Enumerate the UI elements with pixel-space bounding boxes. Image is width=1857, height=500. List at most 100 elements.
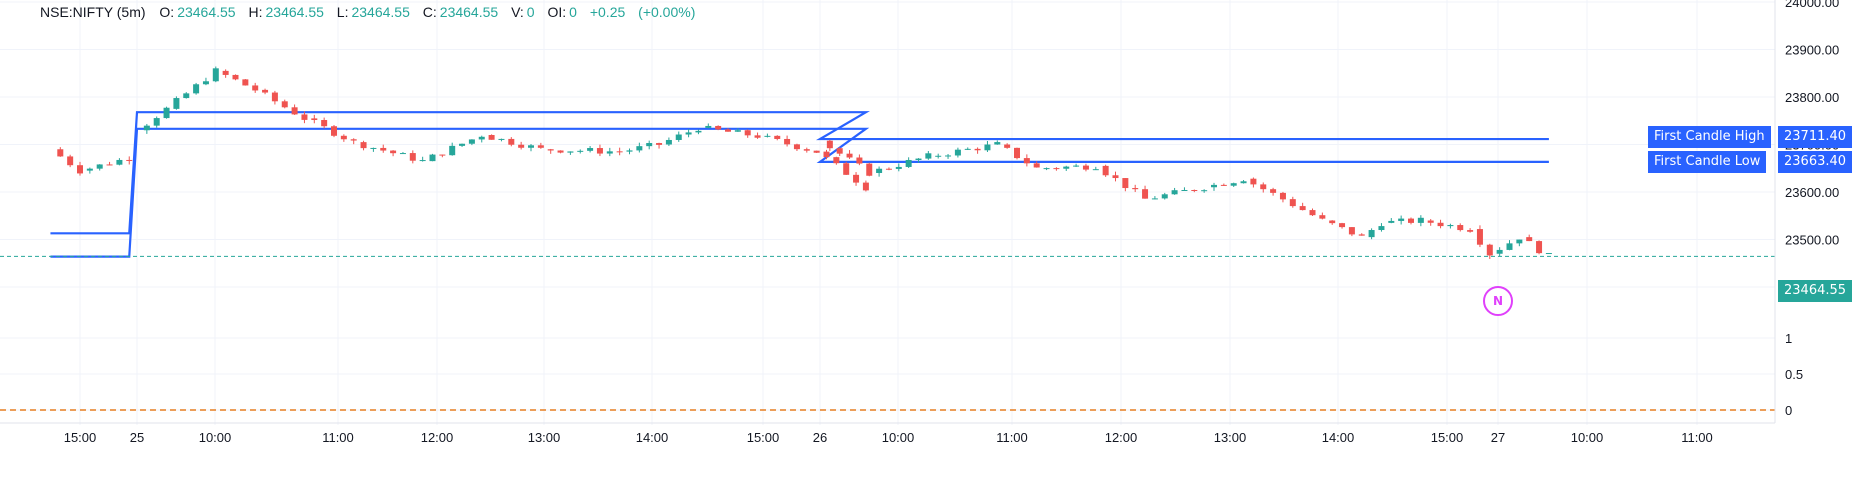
candle-body: [1132, 188, 1139, 190]
candle: [106, 161, 113, 166]
candle-body: [935, 155, 942, 157]
candle: [1270, 187, 1277, 196]
candle: [567, 151, 574, 155]
candle: [222, 69, 229, 78]
candle: [1279, 191, 1286, 203]
last-price-tag: 23464.55: [1778, 280, 1853, 302]
candle-body: [1309, 210, 1316, 216]
first-candle-high-label: First Candle High: [1648, 126, 1771, 148]
candle: [1211, 182, 1217, 191]
candle-body: [1437, 222, 1444, 227]
candle: [895, 163, 902, 172]
candle-body: [252, 85, 259, 91]
candle-body: [547, 149, 554, 151]
candle: [252, 82, 259, 93]
candle-body: [1289, 199, 1296, 207]
time-tick-label: 25: [130, 430, 144, 445]
candle: [833, 156, 840, 165]
candle-body: [862, 182, 869, 191]
candle: [468, 139, 475, 146]
candle-body: [1122, 178, 1129, 189]
candle: [173, 96, 180, 110]
candle-body: [705, 125, 712, 128]
candle: [1151, 196, 1158, 200]
candle-body: [409, 153, 416, 161]
candle-body: [725, 129, 731, 132]
candle: [1457, 223, 1464, 232]
candle: [439, 154, 446, 158]
candle-body: [370, 147, 377, 149]
candle-body: [399, 153, 406, 155]
candle: [1260, 182, 1267, 193]
candle: [935, 153, 942, 159]
change-pct: (+0.00%): [638, 4, 696, 20]
candle-body: [321, 120, 328, 127]
candle: [1358, 233, 1365, 236]
candle: [537, 142, 544, 149]
candle-body: [390, 150, 397, 154]
candle: [271, 90, 278, 105]
time-tick-label: 10:00: [882, 430, 915, 445]
candle-body: [866, 163, 873, 176]
candle-body: [636, 146, 643, 151]
candle-body: [1348, 227, 1355, 235]
price-tick-label: 23900.00: [1785, 43, 1839, 58]
candle-body: [1191, 190, 1198, 192]
symbol-label[interactable]: NSE:NIFTY (5m): [40, 4, 146, 20]
candle-body: [1201, 190, 1208, 192]
time-tick-label: 15:00: [1431, 430, 1464, 445]
candle-body: [1211, 184, 1217, 188]
candle-body: [695, 130, 702, 133]
candle-body: [439, 154, 446, 156]
candle: [547, 148, 554, 154]
candle: [1250, 177, 1257, 188]
candle-body: [1073, 165, 1080, 167]
price-tick-label: 23500.00: [1785, 233, 1839, 248]
candle-body: [271, 92, 278, 102]
news-marker-icon[interactable]: N: [1483, 286, 1513, 316]
candle: [498, 138, 505, 142]
candle-body: [1014, 147, 1020, 159]
candle: [945, 154, 952, 159]
candle-body: [468, 139, 475, 144]
change-value: +0.25: [589, 4, 626, 20]
candle-body: [1427, 220, 1434, 223]
candle-body: [567, 151, 574, 153]
candle: [846, 150, 853, 159]
candle-body: [116, 159, 123, 165]
candle: [915, 158, 922, 163]
first-candle-low-label: First Candle Low: [1648, 151, 1767, 173]
candle: [126, 156, 133, 165]
candle-body: [1319, 215, 1326, 219]
candle-body: [193, 84, 200, 94]
candle-body: [665, 139, 672, 145]
candle: [350, 138, 357, 145]
candle: [183, 92, 190, 99]
candle: [360, 140, 367, 151]
candle: [764, 133, 771, 138]
candle-body: [1240, 181, 1247, 184]
candle: [725, 128, 731, 132]
candle: [866, 162, 873, 177]
candle: [1112, 171, 1119, 182]
grid: [0, 0, 1775, 425]
candle: [984, 140, 991, 152]
candle-body: [232, 74, 239, 80]
low-label: L:: [336, 4, 349, 20]
time-tick-label: 14:00: [1322, 430, 1355, 445]
candle: [1073, 163, 1080, 167]
volume-label: V:: [511, 4, 524, 20]
candle-body: [784, 138, 791, 145]
candle-body: [222, 70, 229, 75]
candle: [1289, 196, 1296, 208]
candles: [57, 66, 1552, 260]
level-line-first-candle-high: [50, 111, 1549, 235]
candle-body: [774, 135, 781, 139]
ohlc-legend: NSE:NIFTY (5m) O: 23464.55 H: 23464.55 L: 2…: [40, 4, 704, 20]
candle-body: [734, 130, 741, 132]
candle: [1181, 187, 1188, 192]
candle: [1082, 163, 1089, 172]
first-candle-low-price: 23663.40: [1778, 151, 1853, 173]
